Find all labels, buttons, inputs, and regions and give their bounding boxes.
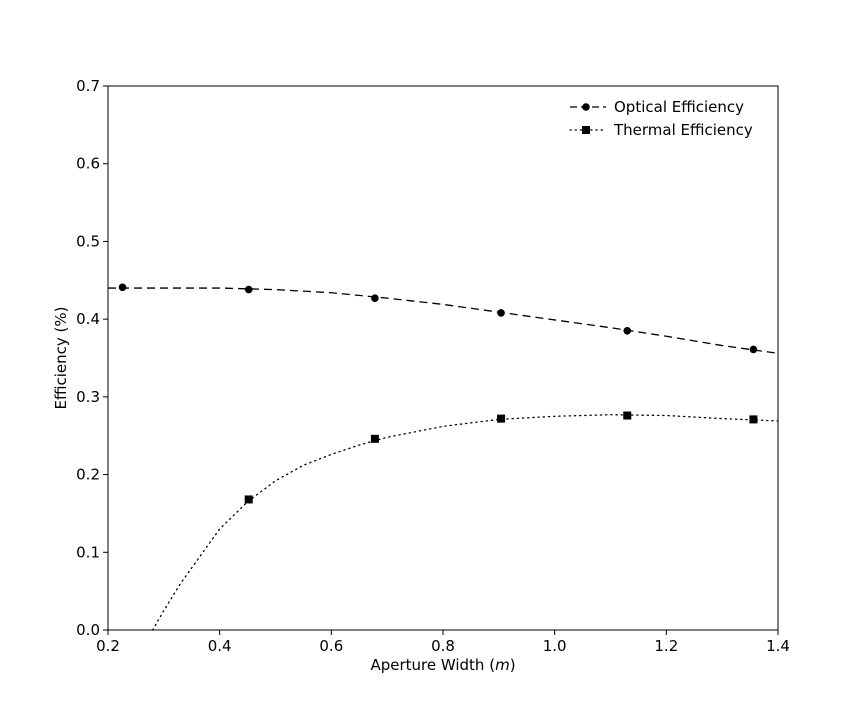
x-tick-label: 0.4 xyxy=(208,637,232,655)
data-point xyxy=(749,345,758,354)
y-tick-label: 0.6 xyxy=(76,155,100,173)
legend-item: Thermal Efficiency xyxy=(569,121,753,139)
plot-area xyxy=(108,283,779,631)
x-axis-label: Aperture Width (m) xyxy=(370,656,515,674)
legend-item: Optical Efficiency xyxy=(570,98,744,116)
x-axis-label-unit: m xyxy=(495,656,510,674)
data-point xyxy=(623,411,632,420)
y-axis: 0.0 0.1 0.2 0.3 0.4 0.5 0.6 0.7 xyxy=(76,77,108,639)
y-tick-label: 0.7 xyxy=(76,77,100,95)
data-point xyxy=(749,415,758,424)
series-thermal-efficiency xyxy=(152,411,779,631)
y-tick-label: 0.3 xyxy=(76,388,100,406)
y-tick-label: 0.5 xyxy=(76,232,100,250)
x-tick-label: 0.8 xyxy=(431,637,455,655)
y-tick-label: 0.2 xyxy=(76,466,100,484)
data-point xyxy=(371,294,379,302)
y-tick-label: 0.1 xyxy=(76,543,100,561)
x-tick-label: 0.6 xyxy=(319,637,343,655)
data-point xyxy=(244,285,253,294)
data-point xyxy=(118,283,127,292)
series-line xyxy=(152,414,779,631)
data-point xyxy=(244,495,253,504)
y-tick-label: 0.4 xyxy=(76,310,100,328)
legend-marker xyxy=(582,126,590,134)
data-point xyxy=(497,309,505,317)
axes-frame xyxy=(107,85,779,631)
data-point xyxy=(497,414,506,423)
y-axis-label: Efficiency (%) xyxy=(52,307,70,410)
x-tick-label: 1.0 xyxy=(543,637,567,655)
x-tick-label: 1.2 xyxy=(654,637,678,655)
series-optical-efficiency xyxy=(108,283,779,354)
legend: Optical Efficiency Thermal Efficiency xyxy=(569,98,753,139)
series-line xyxy=(108,287,779,354)
x-tick-label: 1.4 xyxy=(766,637,790,655)
x-axis-label-close: ) xyxy=(510,656,516,674)
legend-label: Optical Efficiency xyxy=(614,98,744,116)
x-axis-label-main: Aperture Width ( xyxy=(370,656,495,674)
legend-marker xyxy=(582,103,590,111)
x-tick-label: 0.2 xyxy=(96,637,120,655)
data-point xyxy=(623,327,632,335)
y-tick-label: 0.0 xyxy=(76,621,100,639)
data-point xyxy=(370,434,379,443)
legend-label: Thermal Efficiency xyxy=(613,121,753,139)
x-axis: 0.2 0.4 0.6 0.8 1.0 1.2 1.4 xyxy=(96,630,790,655)
